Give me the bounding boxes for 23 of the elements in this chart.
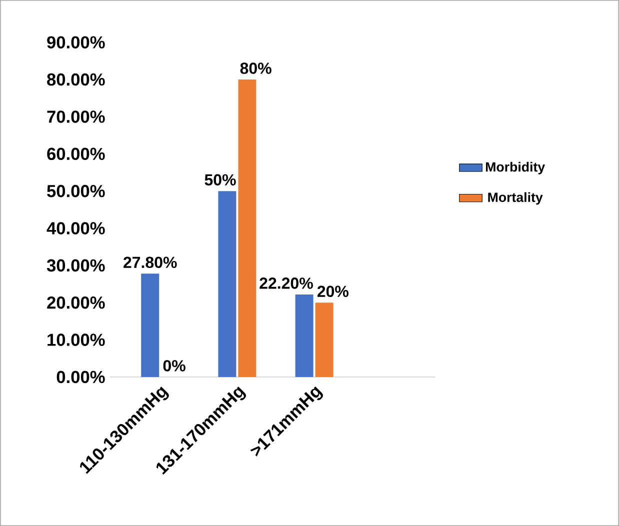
bar	[238, 80, 256, 377]
data-label: 0%	[163, 360, 186, 372]
y-tick-label: 30.00%	[46, 259, 105, 272]
data-label: 20%	[317, 286, 348, 298]
data-label: 22.20%	[260, 278, 313, 289]
y-tick-label: 40.00%	[46, 222, 105, 234]
data-label: 50%	[204, 174, 236, 186]
y-tick-label: 70.00%	[47, 110, 105, 123]
data-label: 80%	[240, 62, 272, 74]
bar	[218, 191, 236, 377]
y-tick-label: 20.00%	[47, 296, 105, 309]
bar	[295, 294, 314, 377]
y-tick-label: 90.00%	[47, 36, 105, 48]
y-tick-label: 50.00%	[47, 184, 105, 198]
y-tick-label: 60.00%	[47, 148, 105, 160]
y-tick-label: 10.00%	[48, 334, 105, 346]
bar	[315, 302, 334, 377]
y-tick-label: 0.00%	[56, 370, 105, 384]
y-tick-label: 80.00%	[47, 73, 105, 86]
bar	[141, 274, 160, 377]
legend-label: Mortality	[488, 192, 543, 205]
legend-label: Morbidity	[486, 162, 546, 174]
data-label: 27.80%	[124, 256, 177, 268]
